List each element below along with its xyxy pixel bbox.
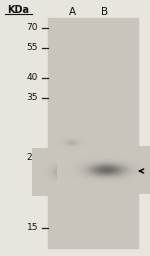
Text: KDa: KDa [7,5,29,15]
Text: B: B [101,7,109,17]
Text: 55: 55 [27,44,38,52]
Text: 25: 25 [27,154,38,163]
Text: 70: 70 [27,24,38,33]
Text: A: A [68,7,76,17]
Text: 40: 40 [27,73,38,82]
Text: 35: 35 [27,93,38,102]
Bar [48,18,138,248]
Text: 15: 15 [27,223,38,232]
